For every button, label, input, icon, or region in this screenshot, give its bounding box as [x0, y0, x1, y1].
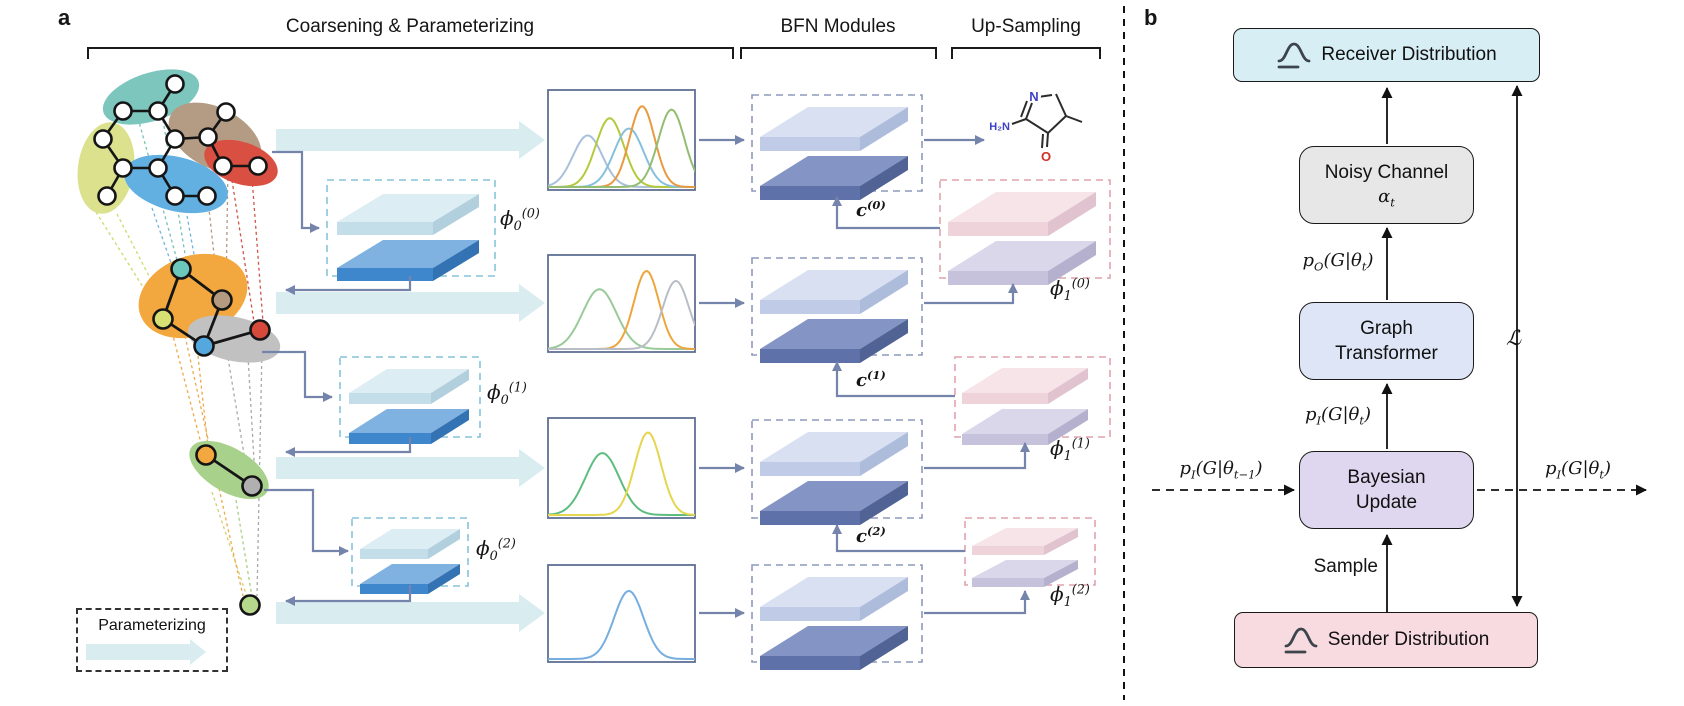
coarse-graph-level1 — [138, 253, 281, 363]
bayesian-update-box: Bayesian Update — [1299, 451, 1474, 529]
distribution-curve-icon — [1277, 42, 1311, 69]
graph-transformer-box: Graph Transformer — [1299, 302, 1474, 380]
sender-distribution-box: Sender Distribution — [1234, 612, 1538, 668]
bayesian-update-label-line2: Update — [1355, 492, 1418, 513]
molecule — [1011, 93, 1083, 149]
parameterizing-arrows — [86, 121, 545, 665]
connector-arrows — [262, 135, 1030, 618]
phi0-level2-label: ϕ0(2) — [476, 536, 516, 564]
noisy-channel-label: Noisy Channel — [1324, 161, 1449, 183]
density-plot-1 — [547, 254, 696, 353]
density-plot-2 — [547, 417, 696, 519]
noisy-channel-box: Noisy Channel αt — [1299, 146, 1474, 224]
svg-text:H₂N: H₂N — [989, 121, 1010, 133]
context-c1-label: c(1) — [856, 368, 886, 391]
panel-b-arrows — [1152, 85, 1647, 612]
panel-b-label: b — [1144, 5, 1158, 30]
receiver-distribution-label: Receiver Distribution — [1321, 44, 1497, 65]
section-brackets — [87, 47, 1101, 59]
p-input-label: pI(G|θt) — [1304, 404, 1372, 428]
loss-label: ℒ — [1506, 326, 1522, 350]
density-plot-3 — [547, 564, 696, 663]
svg-text:O: O — [1041, 149, 1051, 164]
alpha-t-label: αt — [1378, 185, 1395, 210]
section-title-coarsening: Coarsening & Parameterizing — [285, 16, 535, 37]
fine-graph — [77, 69, 278, 214]
phi1-level1-label: ϕ1(1) — [1050, 436, 1090, 464]
phi1-level0-label: ϕ1(0) — [1050, 276, 1090, 304]
context-c2-label: c(2) — [856, 524, 886, 547]
graph-transformer-label-line2: Transformer — [1335, 343, 1438, 364]
p-input-prev-label: pI(G|θt−1) — [1179, 458, 1263, 482]
bfn-slabs-2 — [760, 432, 908, 525]
phi0-level0-label: ϕ0(0) — [500, 206, 540, 234]
section-title-bfn-modules: BFN Modules — [780, 16, 896, 37]
phi1-level2-label: ϕ1(2) — [1050, 582, 1090, 610]
upsample-slabs-2 — [972, 528, 1078, 587]
panel-a-label: a — [58, 5, 71, 30]
receiver-distribution-box: Receiver Distribution — [1233, 28, 1540, 82]
graph-transformer-label-line1: Graph — [1360, 317, 1413, 339]
upsample-slabs-1 — [962, 368, 1088, 445]
sample-label: Sample — [1313, 556, 1378, 577]
bayesian-update-label-line1: Bayesian — [1347, 466, 1426, 488]
coarse-graph-level3 — [239, 594, 261, 616]
bfn-slabs-0 — [760, 107, 908, 200]
p-output-label: pO(G|θt) — [1302, 250, 1374, 274]
section-title-up-sampling: Up-Sampling — [971, 16, 1081, 37]
molecule-atoms: N H₂N O — [989, 89, 1051, 164]
bfn-slabs-1 — [760, 270, 908, 363]
phi0-slabs-2 — [360, 529, 460, 594]
distribution-curve-icon — [1284, 627, 1318, 654]
upsample-slabs-0 — [948, 192, 1096, 285]
parameterizing-legend: Parameterizing — [76, 608, 228, 672]
phi0-slabs-1 — [349, 369, 469, 444]
bfn-slabs-3 — [760, 577, 908, 670]
p-input-next-label: pI(G|θt) — [1544, 458, 1612, 482]
sender-distribution-label: Sender Distribution — [1327, 629, 1490, 650]
phi0-level1-label: ϕ0(1) — [487, 380, 527, 408]
parameterizing-legend-label: Parameterizing — [98, 617, 206, 634]
density-plot-0 — [547, 89, 696, 191]
coarse-graph-level2 — [189, 440, 269, 500]
context-c0-label: c(0) — [856, 198, 886, 221]
svg-text:N: N — [1029, 89, 1038, 104]
phi0-slabs-0 — [337, 194, 479, 281]
